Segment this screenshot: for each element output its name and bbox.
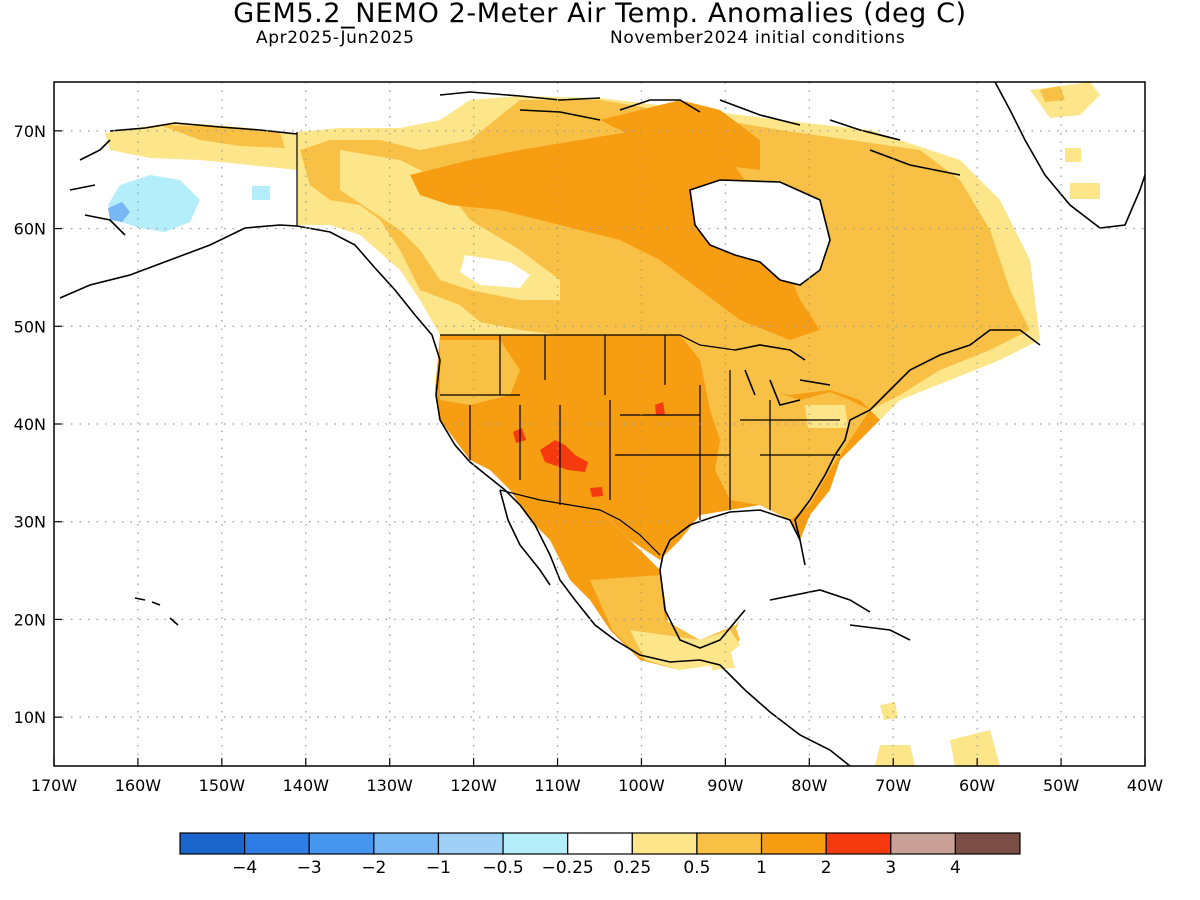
lon-axis: 170W 160W 150W 140W 130W 120W 110W 100W 90W 80W 70…	[31, 758, 1163, 795]
colorbar-swatch	[890, 832, 956, 855]
lat-tick-label: 20N	[14, 610, 46, 629]
colorbar-swatch	[696, 832, 763, 855]
colorbar-swatch	[373, 832, 440, 855]
east-coast	[794, 329, 1041, 541]
lon-tick-label: 70W	[875, 776, 911, 795]
lat-tick-label: 60N	[14, 220, 46, 239]
colorbar-label: −1	[426, 858, 451, 878]
colorbar-label: 4	[950, 858, 961, 878]
colorbar-swatch	[825, 832, 892, 855]
colorbar-label: −2	[361, 858, 386, 878]
coastlines	[59, 82, 1145, 766]
gulf-coast	[659, 509, 806, 649]
colorbar-swatch	[954, 832, 1021, 855]
canada-west-coast	[296, 225, 441, 396]
lon-tick-label: 110W	[534, 776, 581, 795]
central-america-land	[715, 660, 850, 766]
lon-tick-label: 130W	[367, 776, 414, 795]
colorbar-label: 0.25	[613, 858, 651, 878]
caribbean	[769, 589, 911, 641]
lon-tick-label: 40W	[1127, 776, 1163, 795]
lon-tick-label: 120W	[450, 776, 497, 795]
us-canada-border	[440, 334, 736, 351]
colorbar-label: 0.5	[683, 858, 710, 878]
colorbar-swatch	[437, 832, 504, 855]
colorbar-label: 1	[756, 858, 767, 878]
lon-tick-label: 90W	[707, 776, 743, 795]
state-lines	[440, 335, 840, 520]
greenland-coast	[994, 82, 1145, 229]
great-lakes	[734, 344, 831, 406]
colorbar-label: −3	[297, 858, 322, 878]
colorbar: −4 −3 −2 −1 −0.5 −0.25 0.25 0.5 1 2 3 4	[179, 832, 1021, 878]
colorbar-swatch	[179, 832, 246, 855]
lon-tick-label: 150W	[199, 776, 246, 795]
lon-tick-label: 100W	[618, 776, 665, 795]
us-mexico-border	[499, 489, 661, 556]
colorbar-label: −4	[232, 858, 257, 878]
lon-tick-label: 160W	[115, 776, 162, 795]
hudson-bay-coast	[689, 179, 831, 286]
lat-axis: 70N 60N 50N 40N 30N 20N 10N	[14, 122, 62, 727]
lat-tick-label: 30N	[14, 513, 46, 532]
map-canvas	[54, 82, 1145, 766]
arctic-islands	[439, 91, 961, 176]
anomaly-field	[60, 82, 1145, 766]
alaska-coast	[59, 122, 298, 299]
colorbar-label: 2	[821, 858, 832, 878]
colorbar-swatch	[760, 832, 827, 855]
colorbar-swatch	[502, 832, 569, 855]
alaska-cool-area	[108, 175, 200, 232]
lon-tick-label: 170W	[31, 776, 78, 795]
hudson-bay-water	[690, 180, 830, 285]
lon-tick-label: 60W	[959, 776, 995, 795]
lat-tick-label: 70N	[14, 122, 46, 141]
lon-tick-label: 80W	[791, 776, 827, 795]
four-corners-hot-spot	[540, 440, 588, 472]
lat-tick-label: 50N	[14, 317, 46, 336]
baja-coast	[499, 489, 551, 586]
lon-tick-label: 50W	[1043, 776, 1079, 795]
colorbar-swatch	[631, 832, 698, 855]
init-conditions-label: November2024 initial conditions	[610, 28, 906, 48]
eastern-us-light	[700, 360, 870, 520]
political-borders	[296, 132, 840, 556]
lat-tick-label: 10N	[14, 708, 46, 727]
hawaii	[134, 597, 179, 626]
lat-tick-label: 40N	[14, 415, 46, 434]
colorbar-swatch	[567, 832, 633, 855]
colorbar-label: 3	[885, 858, 896, 878]
graticule	[54, 82, 1145, 766]
colorbar-swatch	[244, 832, 310, 855]
colorbar-swatch	[308, 832, 375, 855]
us-west-coast	[435, 394, 851, 766]
colorbar-label: −0.25	[542, 858, 594, 878]
lon-tick-label: 140W	[283, 776, 330, 795]
valid-period-label: Apr2025-Jun2025	[256, 28, 415, 48]
chart-title: GEM5.2_NEMO 2-Meter Air Temp. Anomalies …	[233, 0, 967, 29]
colorbar-label: −0.5	[482, 858, 523, 878]
